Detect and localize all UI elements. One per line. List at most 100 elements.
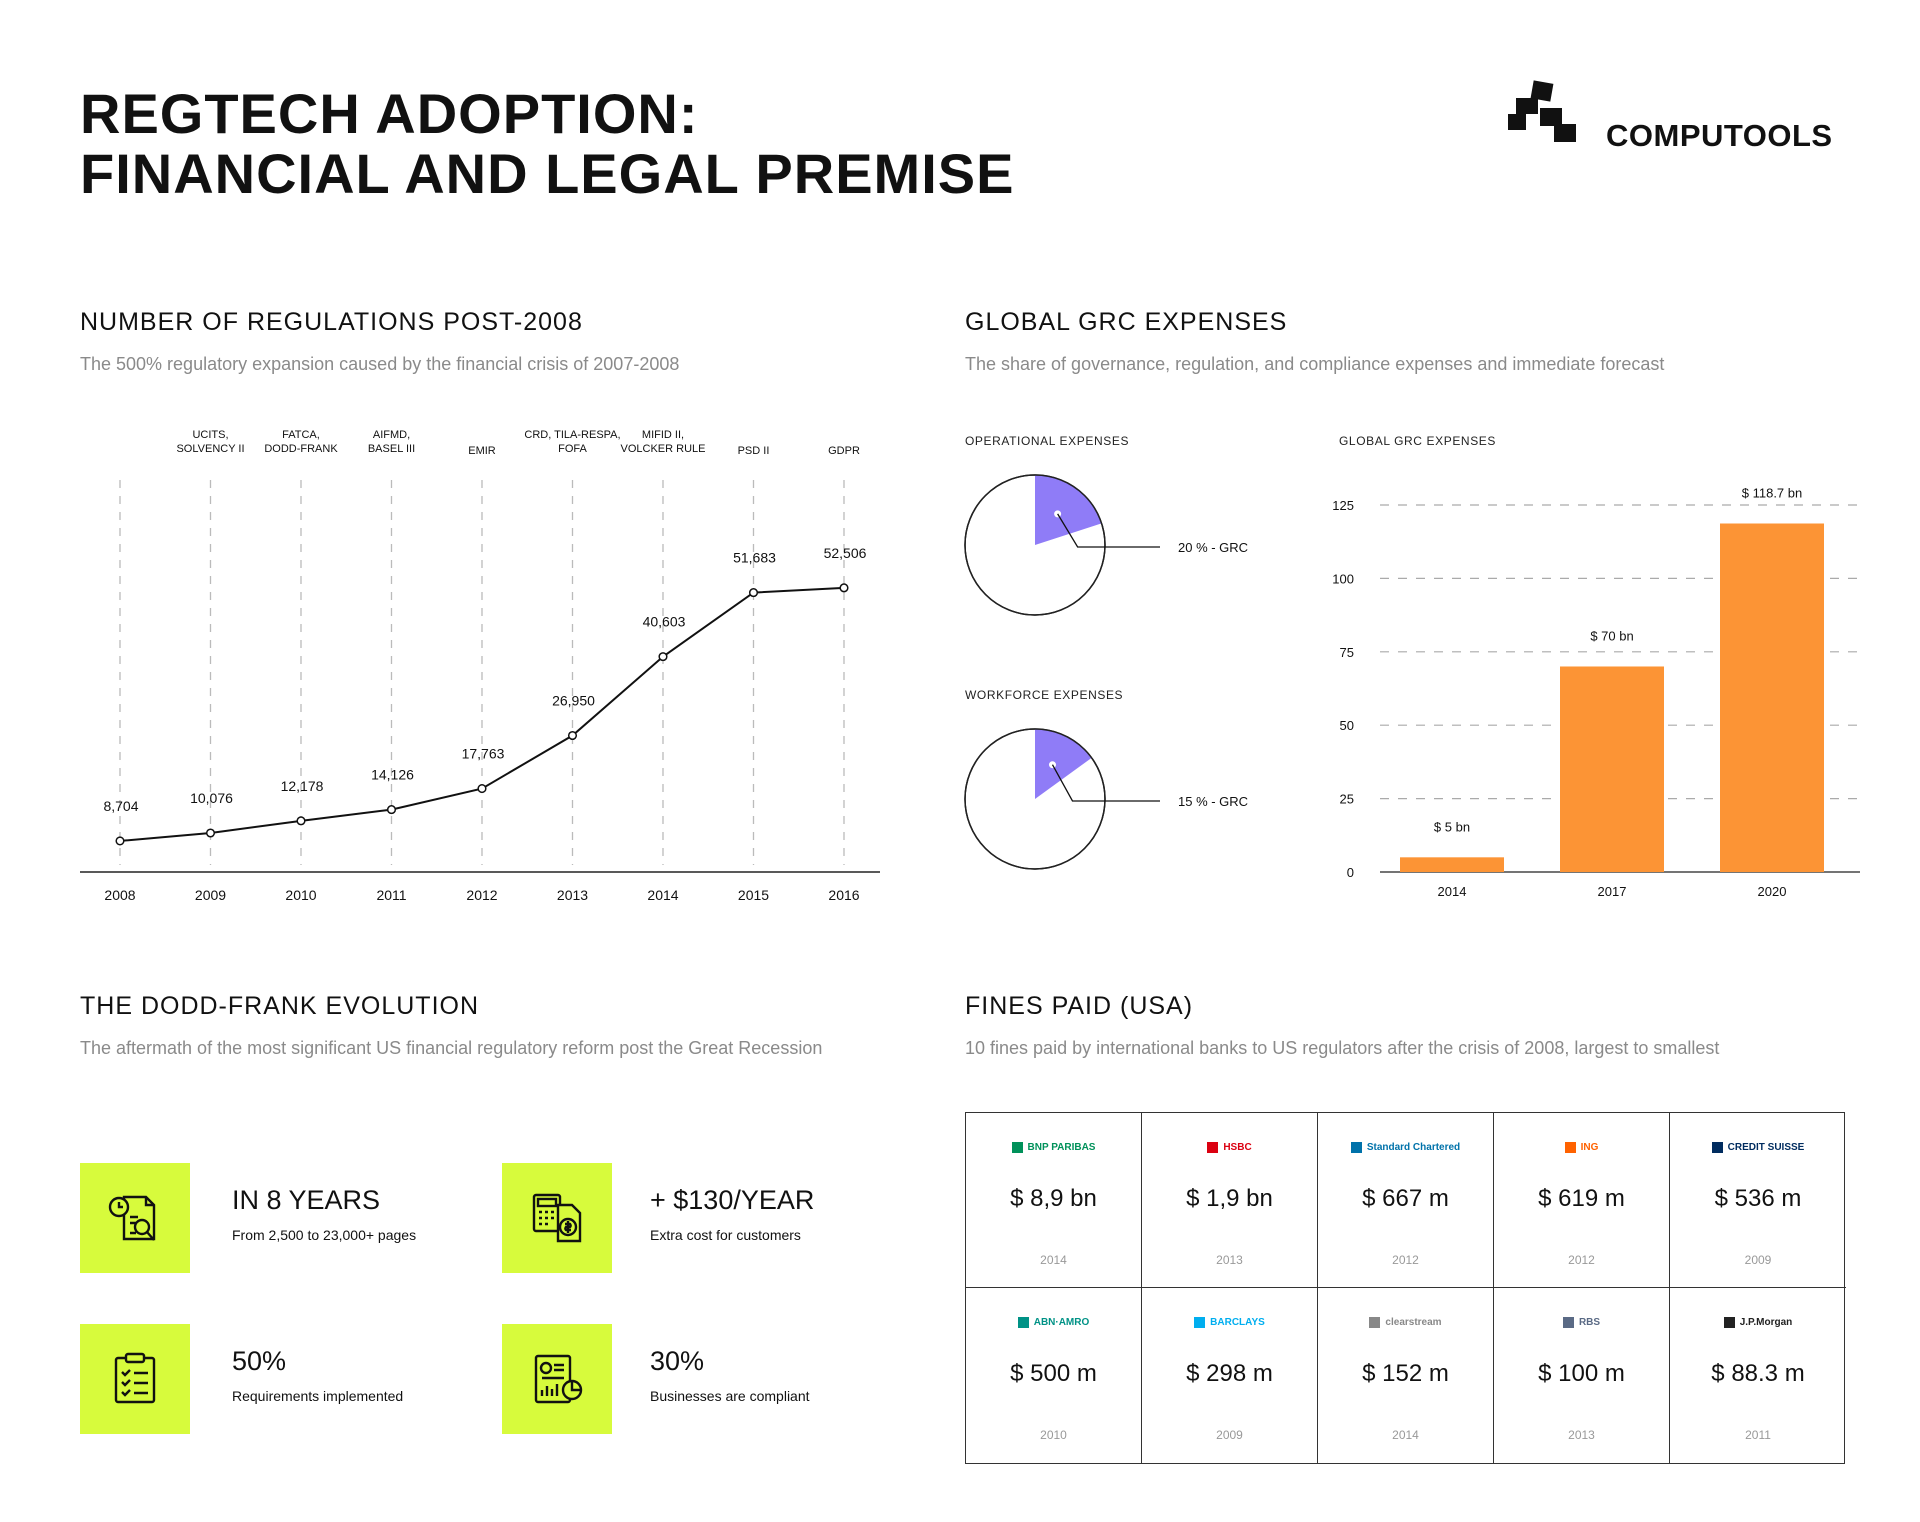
pie-outline — [964, 728, 1106, 870]
regulation-annotation: MIFID II, VOLCKER RULE — [621, 429, 706, 455]
fine-amount: $ 619 m — [1538, 1185, 1625, 1212]
bank-logo-mark-icon — [1564, 1141, 1576, 1153]
x-tick-label: 2014 — [647, 887, 678, 903]
fine-year: 2010 — [1040, 1428, 1067, 1442]
bank-logo: CREDIT SUISSE — [1670, 1135, 1846, 1159]
fine-year: 2014 — [1040, 1253, 1067, 1267]
data-point — [386, 805, 397, 815]
fine-year: 2014 — [1392, 1428, 1419, 1442]
fine-amount: $ 152 m — [1362, 1360, 1449, 1387]
bank-logo-mark-icon — [1207, 1141, 1219, 1153]
data-point — [658, 652, 668, 662]
x-tick-label: 2012 — [466, 887, 497, 903]
bar — [1720, 523, 1824, 872]
grc-title: GLOBAL GRC EXPENSES — [965, 308, 1288, 336]
data-label: 17,763 — [462, 746, 505, 762]
fine-amount: $ 1,9 bn — [1186, 1185, 1273, 1212]
pie-pointer-dot — [1048, 761, 1056, 769]
x-tick-label: 2013 — [557, 887, 588, 903]
bank-logo-mark-icon — [1194, 1316, 1206, 1328]
regulation-annotation: FATCA, DODD-FRANK — [264, 429, 338, 455]
pie-slice-grc — [1035, 729, 1092, 799]
fines-table: BNP PARIBAS $ 8,9 bn 2014 HSBC $ 1,9 bn 2013 S… — [965, 1112, 1846, 1464]
x-tick-label: 2016 — [828, 887, 859, 903]
fine-cell: CREDIT SUISSE $ 536 m 2009 — [1670, 1113, 1846, 1288]
stat-value: + $130/YEAR — [650, 1185, 815, 1215]
workforce-expenses-label: WORKFORCE EXPENSES — [965, 688, 1124, 702]
data-point — [567, 730, 578, 741]
regulation-annotation: GDPR — [828, 445, 860, 457]
bank-logo: clearstream — [1318, 1310, 1493, 1334]
fine-amount: $ 298 m — [1186, 1360, 1273, 1387]
data-label: 51,683 — [733, 550, 776, 566]
bank-name: HSBC — [1223, 1141, 1252, 1153]
fine-amount: $ 500 m — [1010, 1360, 1097, 1387]
bank-logo: ABN·AMRO — [966, 1310, 1141, 1334]
y-tick-label: 75 — [1340, 645, 1354, 660]
data-label: 40,603 — [643, 614, 686, 630]
stat-description: Requirements implemented — [232, 1388, 404, 1404]
x-tick-label: 2010 — [285, 887, 316, 903]
bank-logo-mark-icon — [1562, 1316, 1574, 1328]
bar — [1400, 857, 1504, 872]
y-tick-label: 25 — [1340, 792, 1354, 807]
data-point — [839, 583, 849, 593]
data-point — [748, 588, 759, 598]
report-chart-icon — [502, 1324, 612, 1434]
operational-expenses-label: OPERATIONAL EXPENSES — [965, 434, 1130, 448]
fine-amount: $ 100 m — [1538, 1360, 1625, 1387]
bank-name: RBS — [1578, 1316, 1601, 1328]
fine-year: 2009 — [1216, 1428, 1243, 1442]
bank-name: BARCLAYS — [1210, 1316, 1265, 1328]
bank-logo-mark-icon — [1369, 1316, 1381, 1328]
pie-slice-grc — [1035, 475, 1102, 545]
x-tick-label: 2008 — [104, 887, 135, 903]
fines-title: FINES PAID (USA) — [965, 992, 1194, 1020]
stat-value: 30% — [650, 1346, 705, 1376]
regulations-line-chart: 2008 2009 UCITS, SOLVENCY II 2010 FATCA, DODD-… — [80, 429, 880, 903]
bank-logo-mark-icon — [1711, 1141, 1723, 1153]
fine-cell: HSBC $ 1,9 bn 2013 — [1142, 1113, 1318, 1288]
data-label: 8,704 — [103, 798, 138, 814]
bank-logo: HSBC — [1142, 1135, 1317, 1159]
bank-logo: J.P.Morgan — [1670, 1310, 1846, 1334]
data-point — [205, 828, 216, 838]
data-label: 14,126 — [371, 767, 414, 783]
fine-cell: BARCLAYS $ 298 m 2009 — [1142, 1288, 1318, 1463]
regulation-annotation: EMIR — [468, 445, 496, 457]
fine-year: 2012 — [1568, 1253, 1595, 1267]
x-tick-label: 2020 — [1758, 884, 1787, 899]
bank-name: Standard Chartered — [1366, 1141, 1461, 1153]
bar-value-label: $ 118.7 bn — [1742, 485, 1802, 500]
data-label: 26,950 — [552, 693, 595, 709]
pie-leader-line — [1057, 513, 1160, 548]
fine-amount: $ 536 m — [1714, 1185, 1802, 1212]
bar-value-label: $ 5 bn — [1434, 819, 1470, 834]
stat-compliant: 30% Businesses are compliant — [502, 1324, 1022, 1434]
stat-description: Extra cost for customers — [650, 1227, 801, 1243]
x-tick-label: 2015 — [738, 887, 769, 903]
fine-year: 2009 — [1744, 1253, 1772, 1267]
bank-name: ING — [1580, 1141, 1599, 1153]
computools-logo[interactable]: COMPUTOOLS — [1496, 78, 1836, 158]
data-label: 12,178 — [281, 778, 324, 794]
pie-leader-line — [1051, 764, 1160, 802]
bar-chart-label: GLOBAL GRC EXPENSES — [1339, 434, 1497, 448]
x-tick-label: 2014 — [1438, 884, 1467, 899]
data-point — [296, 816, 306, 826]
stat-value: IN 8 YEARS — [232, 1185, 381, 1215]
x-tick-label: 2017 — [1598, 884, 1627, 899]
clock-document-search-icon — [80, 1163, 190, 1273]
bank-logo-mark-icon — [1011, 1141, 1023, 1153]
bank-logo: BARCLAYS — [1142, 1310, 1317, 1334]
bar — [1560, 666, 1664, 872]
regulation-annotation: CRD, TILA-RESPA, FOFA — [524, 429, 620, 455]
bank-logo: BNP PARIBAS — [966, 1135, 1141, 1159]
stat-pages: IN 8 YEARS From 2,500 to 23,000+ pages — [80, 1163, 600, 1273]
regulation-annotation: AIFMD, BASEL III — [368, 429, 415, 455]
bank-logo-mark-icon — [1723, 1316, 1735, 1328]
regulation-annotation: UCITS, SOLVENCY II — [176, 429, 244, 455]
y-tick-label: 0 — [1347, 865, 1354, 880]
pie-label: 20 % - GRC — [1178, 540, 1248, 555]
dodd-frank-title: THE DODD-FRANK EVOLUTION — [80, 992, 480, 1020]
